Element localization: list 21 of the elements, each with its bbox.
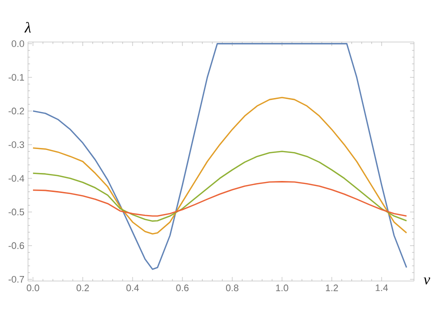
x-tick-label: 0.4	[126, 284, 139, 292]
y-tick-label: -0.5	[8, 208, 24, 216]
y-tick-label: 0.0	[12, 40, 24, 48]
x-tick-label: 0.2	[76, 284, 89, 292]
y-axis-title: λ	[24, 22, 31, 32]
x-tick-label: 0.0	[26, 284, 40, 292]
y-tick-label: -0.1	[8, 74, 24, 81]
line-series	[32, 96, 408, 235]
line-series	[32, 181, 408, 217]
line-series	[32, 43, 408, 270]
y-tick-label: -0.3	[8, 141, 24, 148]
y-tick-label: -0.4	[8, 174, 24, 182]
y-tick-label: -0.6	[8, 242, 24, 250]
x-tick-label: 0.6	[176, 284, 189, 292]
x-axis-title: ν	[424, 278, 430, 284]
x-tick-label: 1.0	[276, 284, 288, 292]
x-tick-label: 0.8	[226, 284, 238, 292]
y-tick-label: -0.2	[8, 108, 24, 114]
x-tick-label: 1.4	[376, 284, 388, 292]
x-tick-label: 1.2	[326, 284, 338, 292]
y-tick-label: -0.7	[8, 276, 24, 283]
